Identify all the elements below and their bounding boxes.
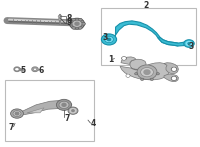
- Text: 1: 1: [108, 55, 114, 64]
- Circle shape: [11, 109, 23, 118]
- Text: 3: 3: [188, 42, 194, 51]
- Circle shape: [107, 38, 111, 41]
- Circle shape: [72, 110, 74, 112]
- Text: 5: 5: [20, 66, 26, 75]
- Circle shape: [156, 73, 159, 75]
- Circle shape: [173, 68, 175, 70]
- Circle shape: [68, 107, 78, 114]
- Circle shape: [127, 75, 129, 77]
- Circle shape: [188, 43, 190, 44]
- Circle shape: [135, 73, 138, 75]
- Circle shape: [171, 67, 177, 71]
- Circle shape: [126, 74, 130, 77]
- Circle shape: [56, 99, 72, 110]
- Polygon shape: [121, 57, 136, 64]
- Polygon shape: [158, 38, 188, 46]
- Polygon shape: [164, 74, 178, 82]
- Bar: [101, 8, 196, 65]
- Circle shape: [78, 18, 82, 21]
- Circle shape: [69, 22, 73, 25]
- Text: 7: 7: [9, 123, 14, 132]
- Bar: [5, 80, 94, 141]
- Polygon shape: [22, 101, 72, 115]
- Circle shape: [137, 65, 157, 79]
- Circle shape: [144, 70, 150, 74]
- Text: 9: 9: [66, 18, 72, 27]
- Circle shape: [32, 67, 38, 72]
- Circle shape: [59, 101, 69, 108]
- Circle shape: [13, 111, 21, 116]
- Polygon shape: [115, 21, 178, 46]
- Circle shape: [69, 18, 85, 29]
- Circle shape: [171, 76, 177, 80]
- Circle shape: [122, 57, 126, 60]
- Circle shape: [70, 109, 76, 113]
- Text: 4: 4: [90, 119, 96, 128]
- Circle shape: [141, 78, 144, 81]
- Circle shape: [186, 41, 192, 46]
- Circle shape: [81, 22, 85, 25]
- Text: 2: 2: [143, 1, 149, 10]
- Polygon shape: [120, 59, 170, 80]
- Text: 6: 6: [38, 66, 44, 75]
- Circle shape: [72, 20, 82, 27]
- Polygon shape: [27, 108, 44, 113]
- Circle shape: [58, 18, 62, 20]
- Circle shape: [123, 57, 125, 59]
- Circle shape: [33, 68, 37, 70]
- Circle shape: [15, 112, 19, 115]
- Circle shape: [105, 36, 113, 43]
- Circle shape: [150, 78, 153, 81]
- Circle shape: [141, 67, 153, 77]
- Circle shape: [78, 26, 82, 29]
- Circle shape: [173, 77, 175, 79]
- Circle shape: [58, 15, 62, 18]
- Polygon shape: [164, 63, 178, 74]
- Text: 7: 7: [64, 114, 70, 123]
- Circle shape: [184, 40, 194, 47]
- Circle shape: [101, 34, 117, 45]
- Text: 3: 3: [102, 33, 108, 42]
- Circle shape: [72, 26, 76, 29]
- Circle shape: [72, 18, 76, 21]
- Circle shape: [62, 103, 66, 106]
- Text: 8: 8: [66, 14, 72, 23]
- Circle shape: [75, 22, 79, 25]
